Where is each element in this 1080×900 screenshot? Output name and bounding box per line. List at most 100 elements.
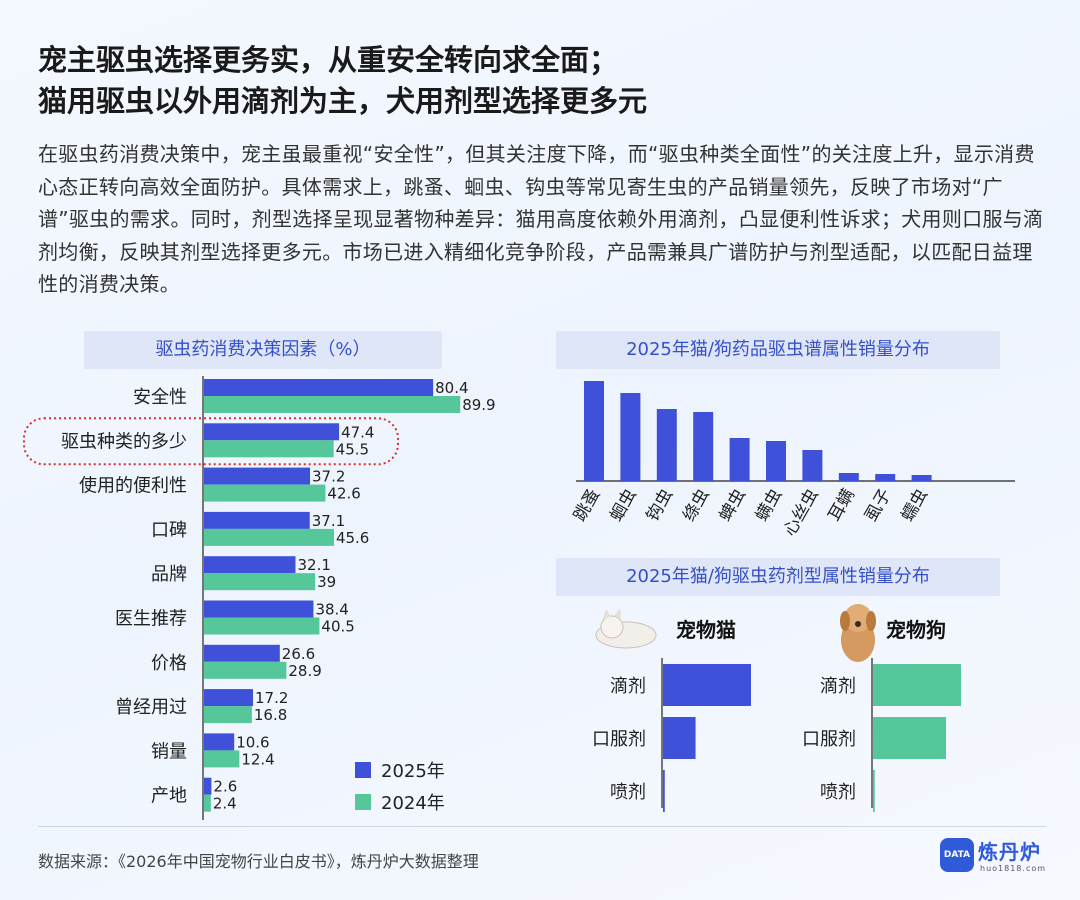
bar-2025 (204, 467, 311, 485)
tick-label: 钩虫 (643, 486, 677, 525)
bar-2024 (204, 794, 211, 812)
bar (875, 474, 896, 481)
dog-head (844, 604, 872, 632)
dog-ear (840, 611, 850, 631)
bar (838, 473, 859, 481)
value-label: 28.9 (288, 662, 321, 680)
bar-2025 (204, 511, 310, 529)
bar (766, 441, 786, 481)
highlight-oval (23, 417, 399, 466)
category-label: 使用的便利性 (79, 476, 187, 497)
tick-label: 螨虫 (752, 486, 786, 525)
value-label: 2.4 (213, 795, 237, 813)
cat-ear (603, 609, 611, 619)
category-label: 驱虫种类的多少 (61, 431, 187, 452)
page-title: 宠主驱虫选择更务实，从重安全转向求全面； 猫用驱虫以外用滴剂为主，犬用剂型选择更… (38, 40, 1048, 122)
bar-2024 (204, 617, 320, 635)
bar-2024 (204, 661, 287, 679)
dog-nose (855, 621, 861, 627)
value-label: 37.2 (312, 468, 345, 486)
bar (802, 450, 823, 481)
legend-swatch (355, 762, 371, 778)
category-label: 滴剂 (610, 676, 646, 697)
category-label: 品牌 (151, 564, 187, 585)
value-label: 47.4 (341, 423, 374, 441)
decision-factors-chart: 安全性 80.489.9 驱虫种类的多少 47.445.5 使用的便利性 37.242.6… (23, 376, 496, 820)
value-label: 12.4 (241, 750, 274, 768)
panel-title: 宠物猫 (676, 618, 736, 642)
dog-ear (866, 611, 876, 631)
legend-label: 2024年 (381, 793, 445, 814)
title-line-2: 猫用驱虫以外用滴剂为主，犬用剂型选择更多元 (38, 84, 648, 118)
tick-label: 跳蚤 (570, 486, 604, 525)
value-label: 45.5 (336, 440, 369, 458)
dosage-form-chart-title: 2025年猫/狗驱虫药剂型属性销量分布 (556, 558, 1000, 596)
bar (911, 475, 932, 481)
panel-title: 宠物狗 (886, 618, 946, 642)
bar-2025 (204, 777, 212, 795)
bar-2025 (204, 600, 314, 618)
bar-2025 (204, 556, 296, 574)
value-label: 16.8 (254, 706, 287, 724)
category-label: 曾经用过 (115, 697, 187, 718)
value-label: 89.9 (462, 396, 495, 414)
tick-label: 虱子 (861, 486, 895, 525)
bar-2024 (204, 528, 334, 546)
bar-2025 (204, 379, 434, 396)
value-label: 38.4 (315, 601, 348, 619)
category-label: 喷剂 (610, 782, 646, 803)
factors-chart-title: 驱虫药消费决策因素（%） (84, 331, 442, 369)
category-label: 口服剂 (592, 729, 646, 750)
bar (873, 664, 961, 706)
value-label: 42.6 (327, 485, 360, 503)
bar-2024 (204, 750, 240, 768)
tick-label: 蛔虫 (606, 486, 640, 525)
brand-logo: DATA 炼丹炉 huo1818.com (940, 834, 1050, 878)
title-line-1: 宠主驱虫选择更务实，从重安全转向求全面； (38, 43, 619, 77)
bar (729, 438, 750, 481)
value-label: 40.5 (321, 618, 354, 636)
category-label: 医生推荐 (115, 609, 187, 630)
bar (873, 717, 947, 759)
value-label: 26.6 (282, 645, 315, 663)
tick-label: 蠕虫 (898, 486, 932, 525)
bar (584, 381, 604, 481)
bar (663, 770, 665, 812)
legend-label: 2025年 (381, 761, 445, 782)
category-label: 安全性 (133, 387, 187, 408)
tick-label: 蜱虫 (716, 486, 750, 525)
bar (620, 393, 641, 481)
brand-badge-icon: DATA (940, 838, 974, 872)
bar (663, 664, 751, 706)
category-label: 价格 (151, 653, 187, 674)
bar (656, 409, 677, 481)
bar-2024 (204, 573, 316, 591)
category-label: 产地 (151, 786, 187, 807)
brand-url: huo1818.com (980, 864, 1047, 873)
category-label: 口服剂 (802, 729, 856, 750)
category-label: 销量 (151, 741, 187, 762)
bar-2025 (204, 644, 280, 662)
spectrum-chart-title: 2025年猫/狗药品驱虫谱属性销量分布 (556, 331, 1000, 369)
tick-label: 耳螨 (825, 486, 859, 525)
value-label: 10.6 (236, 733, 269, 751)
cat-ear (614, 608, 621, 618)
data-source: 数据来源：《2026年中国宠物行业白皮书》，炼丹炉大数据整理 (38, 852, 479, 871)
value-label: 2.6 (213, 778, 237, 796)
bar (663, 717, 696, 759)
category-label: 口碑 (151, 520, 187, 541)
bar (693, 412, 714, 481)
bar (873, 770, 875, 812)
value-label: 17.2 (255, 689, 288, 707)
bar-2025 (204, 689, 254, 707)
bar-2024 (204, 440, 334, 458)
brand-name: 炼丹炉 (978, 840, 1041, 864)
value-label: 45.6 (336, 529, 369, 547)
bar-2025 (204, 423, 340, 441)
bar-2024 (204, 484, 326, 502)
tick-label: 绦虫 (679, 486, 713, 525)
legend-swatch (355, 794, 371, 810)
cat-photo-icon (595, 608, 657, 649)
value-label: 37.1 (312, 512, 345, 530)
